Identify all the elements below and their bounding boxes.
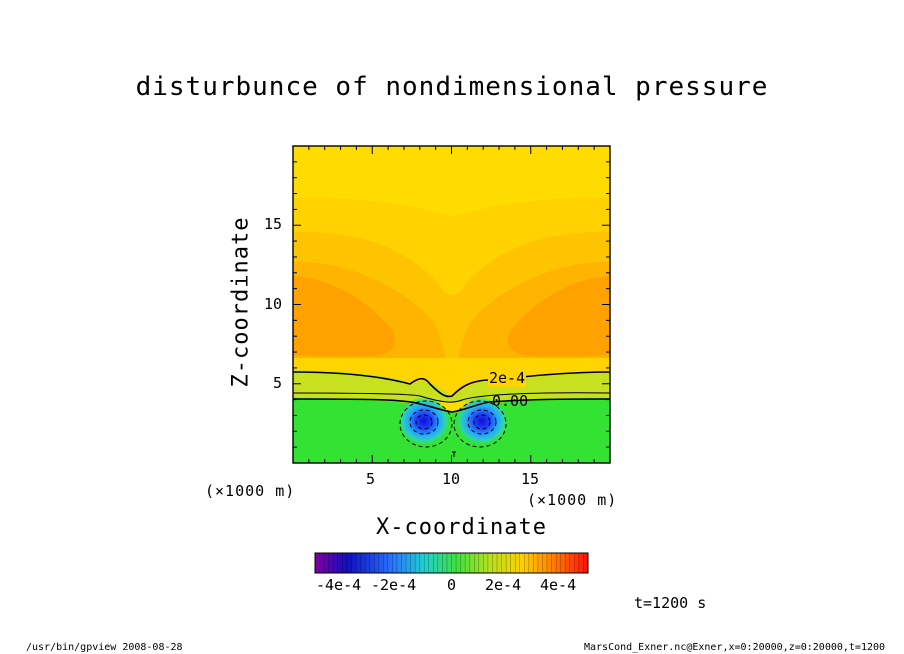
colorbar-tick-3: 0: [447, 576, 457, 594]
contour-label-zero: 0.00: [492, 392, 529, 410]
y-tick-15: 15: [264, 215, 283, 233]
x-axis-label: X-coordinate: [376, 515, 547, 540]
footer-right: MarsCond_Exner.nc@Exner,x=0:20000,z=0:20…: [584, 642, 886, 653]
band-level-4-right: [507, 276, 610, 357]
band-level-4: [293, 276, 396, 357]
y-axis-label: Z-coordinate: [228, 216, 254, 388]
colorbar-stripes: [319, 553, 584, 573]
x-tick-5: 5: [366, 470, 376, 488]
band-green: [293, 398, 610, 463]
y-tick-5: 5: [273, 374, 283, 392]
negative-contours: [399, 400, 507, 448]
colorbar-tick-1: -4e-4: [316, 576, 362, 594]
contour-zero: [293, 398, 610, 413]
colorbar-tick-2: -2e-4: [371, 576, 417, 594]
colorbar-tick-5: 4e-4: [540, 576, 577, 594]
chart-title: disturbunce of nondimensional pressure: [135, 72, 769, 102]
time-label: t=1200 s: [634, 594, 707, 612]
x-scale-note: (×1000 m): [527, 491, 618, 509]
footer-left: /usr/bin/gpview 2008-08-28: [26, 642, 183, 653]
x-tick-15: 15: [521, 470, 540, 488]
x-tick-10: 10: [442, 470, 461, 488]
contour-mid: [293, 392, 610, 403]
axis-ticks: [293, 146, 610, 463]
contour-label-2e-4: 2e-4: [488, 369, 527, 387]
vortex-right: [456, 397, 508, 445]
colorbar-tick-4: 2e-4: [485, 576, 522, 594]
y-tick-10: 10: [264, 295, 283, 313]
y-scale-note: (×1000 m): [205, 482, 296, 500]
